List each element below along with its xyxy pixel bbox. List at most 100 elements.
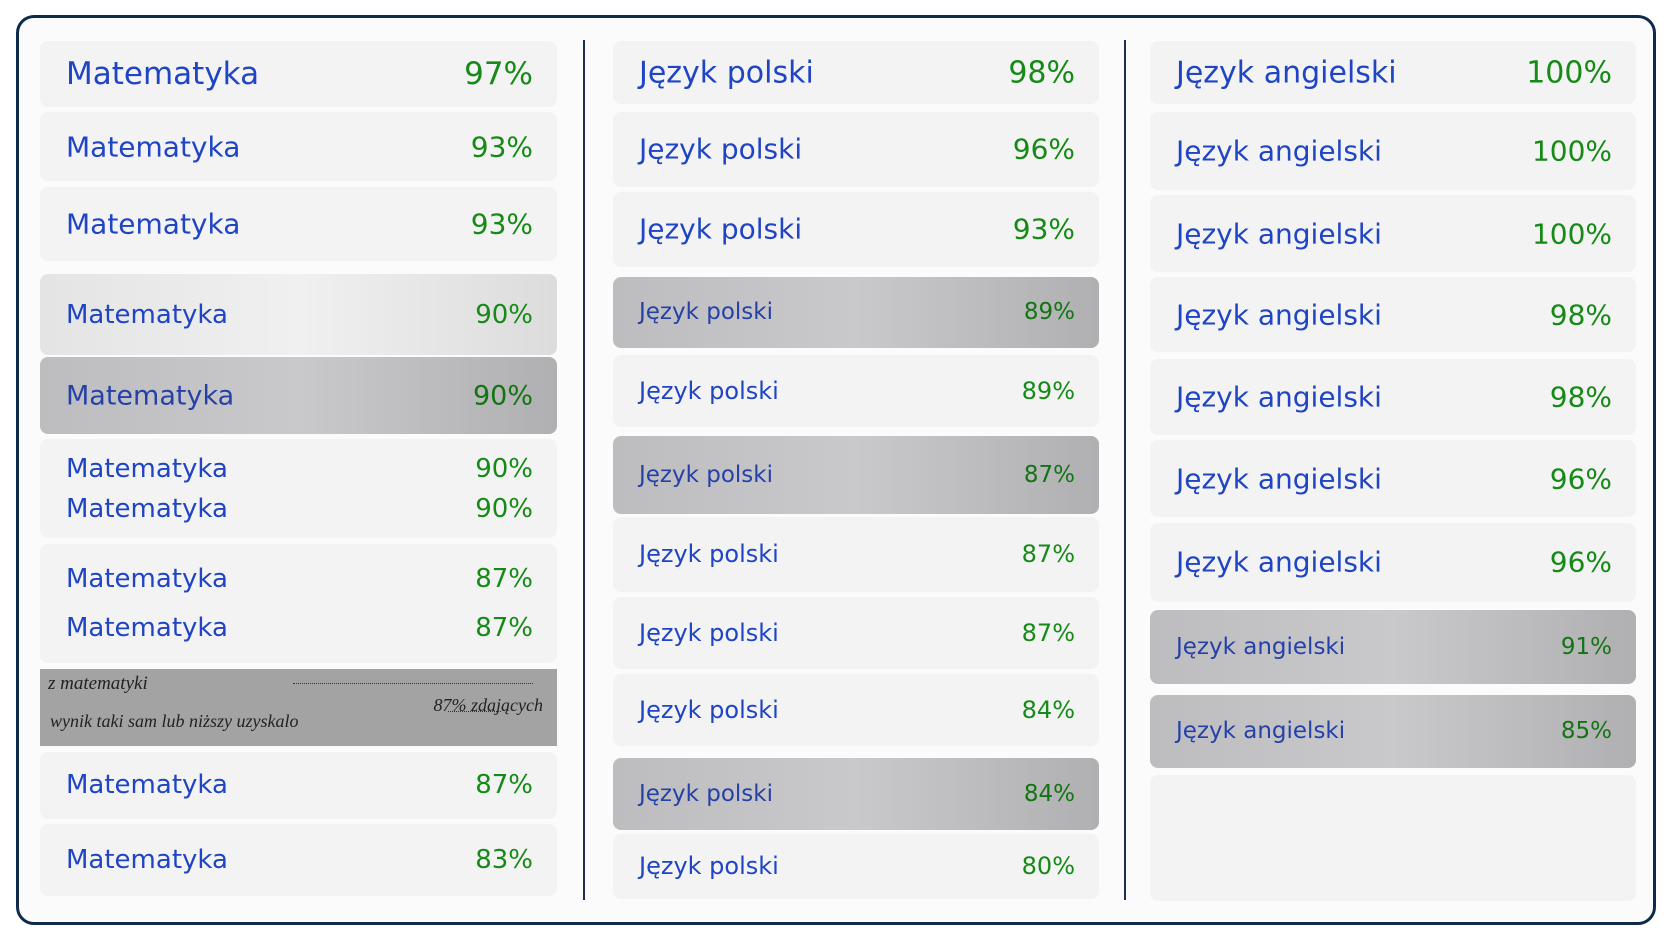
subject: Język polski (639, 212, 803, 246)
result-row: Matematyka 93% (40, 112, 557, 181)
result-row: Język polski 84% (613, 674, 1099, 747)
score: 100% (1531, 217, 1612, 250)
result-row: Język angielski 100% (1150, 41, 1636, 105)
score: 83% (475, 844, 533, 875)
subject: Matematyka (66, 844, 228, 875)
result-row: Język polski 89% (613, 355, 1099, 426)
score: 87% (475, 563, 533, 594)
result-row: Język polski 87% (613, 436, 1099, 514)
subject: Matematyka (66, 380, 235, 412)
subject: Język angielski (1176, 380, 1382, 414)
subject: Język polski (639, 852, 779, 881)
scan-line: wynik taki sam lub niższy uzyskalo (50, 710, 299, 731)
subject: Język angielski (1176, 55, 1397, 90)
subject: Język polski (639, 696, 779, 725)
score: 96% (1012, 132, 1075, 166)
subject: Język angielski (1176, 718, 1346, 745)
score: 98% (1549, 298, 1612, 332)
result-card: Język angielski 100% (1150, 195, 1636, 272)
subject: Matematyka (66, 493, 228, 524)
subject: Matematyka (66, 130, 241, 164)
score: 96% (1549, 545, 1612, 579)
subject: Język polski (639, 780, 774, 807)
result-card: Język polski 89% (613, 277, 1099, 348)
result-card: Język angielski 91% (1150, 609, 1636, 684)
result-card: Język angielski 100% (1150, 40, 1636, 105)
score: 96% (1549, 462, 1612, 496)
result-card: Matematyka 93% (40, 186, 557, 262)
result-card: Język angielski 98% (1150, 359, 1636, 436)
result-card: Matematyka 90% (40, 274, 557, 356)
score: 93% (470, 130, 533, 164)
subject: Matematyka (66, 207, 241, 241)
result-row: Matematyka 97% (40, 41, 557, 107)
result-row: Język angielski 100% (1150, 195, 1636, 272)
result-card: Język polski 87% (613, 517, 1099, 592)
dotted-line (447, 710, 502, 712)
result-card: Język polski 80% (613, 833, 1099, 899)
score: 87% (475, 770, 533, 801)
score: 85% (1560, 718, 1612, 745)
result-card: Język polski 84% (613, 758, 1099, 830)
scan-result: 87% zdających (433, 694, 543, 715)
result-row: Matematyka 90% (40, 274, 557, 355)
result-row: Język polski 98% (613, 41, 1099, 105)
subject: Matematyka (66, 299, 228, 330)
result-row: Język polski 87% (613, 597, 1099, 668)
result-row: Matematyka 87% (40, 554, 557, 604)
subject: Matematyka (66, 613, 228, 644)
result-card: z matematyki wynik taki sam lub niższy uz… (40, 668, 557, 747)
score: 98% (1549, 380, 1612, 414)
subject: Język polski (639, 540, 779, 569)
score: 90% (475, 454, 533, 485)
result-row: Język angielski 98% (1150, 359, 1636, 435)
divider (583, 40, 585, 900)
result-row: Matematyka 93% (40, 187, 557, 262)
result-row: Język polski 87% (613, 517, 1099, 592)
score: 100% (1526, 55, 1612, 90)
score: 87% (1023, 462, 1075, 489)
result-row: Język polski 96% (613, 112, 1099, 187)
result-card (1150, 775, 1636, 902)
result-row: Język angielski 85% (1150, 695, 1636, 768)
subject: Matematyka (66, 770, 228, 801)
result-card: Matematyka 90% (40, 357, 557, 434)
score: 97% (464, 55, 533, 92)
result-card: Matematyka 97% (40, 40, 557, 107)
divider (1124, 40, 1126, 900)
subject: Język polski (639, 376, 779, 405)
subject: Język angielski (1176, 545, 1382, 579)
score: 84% (1021, 696, 1075, 725)
result-row: Język polski 84% (613, 758, 1099, 829)
result-row: Język polski 93% (613, 192, 1099, 267)
result-card: Język polski 89% (613, 355, 1099, 427)
result-row: Matematyka 90% (40, 357, 557, 434)
subject: Język angielski (1176, 298, 1382, 332)
subject: Matematyka (66, 55, 260, 92)
subject: Język polski (639, 462, 774, 489)
result-row: Język angielski 96% (1150, 523, 1636, 603)
result-card: Język angielski 96% (1150, 522, 1636, 603)
subject: Język angielski (1176, 217, 1382, 250)
subject: Język angielski (1176, 134, 1382, 168)
score: 98% (1008, 55, 1075, 90)
score: 87% (1021, 540, 1075, 569)
result-card: Język polski 87% (613, 436, 1099, 514)
result-row: Matematyka 83% (40, 824, 557, 895)
subject: Język angielski (1176, 462, 1382, 496)
subject: Język polski (639, 299, 774, 326)
score: 89% (1023, 299, 1075, 326)
result-card: Matematyka 93% (40, 111, 557, 182)
result-row: Matematyka 90% (40, 489, 557, 529)
score: 93% (1012, 212, 1075, 246)
result-card: Język polski 87% (613, 597, 1099, 669)
result-card: Język polski 93% (613, 191, 1099, 267)
result-row: Język angielski 100% (1150, 112, 1636, 190)
subject: Matematyka (66, 563, 228, 594)
scan-heading: z matematyki (48, 672, 148, 694)
score: 93% (470, 207, 533, 241)
score: 84% (1023, 780, 1075, 807)
result-row: Język angielski 96% (1150, 440, 1636, 517)
result-card: Język angielski 85% (1150, 695, 1636, 768)
